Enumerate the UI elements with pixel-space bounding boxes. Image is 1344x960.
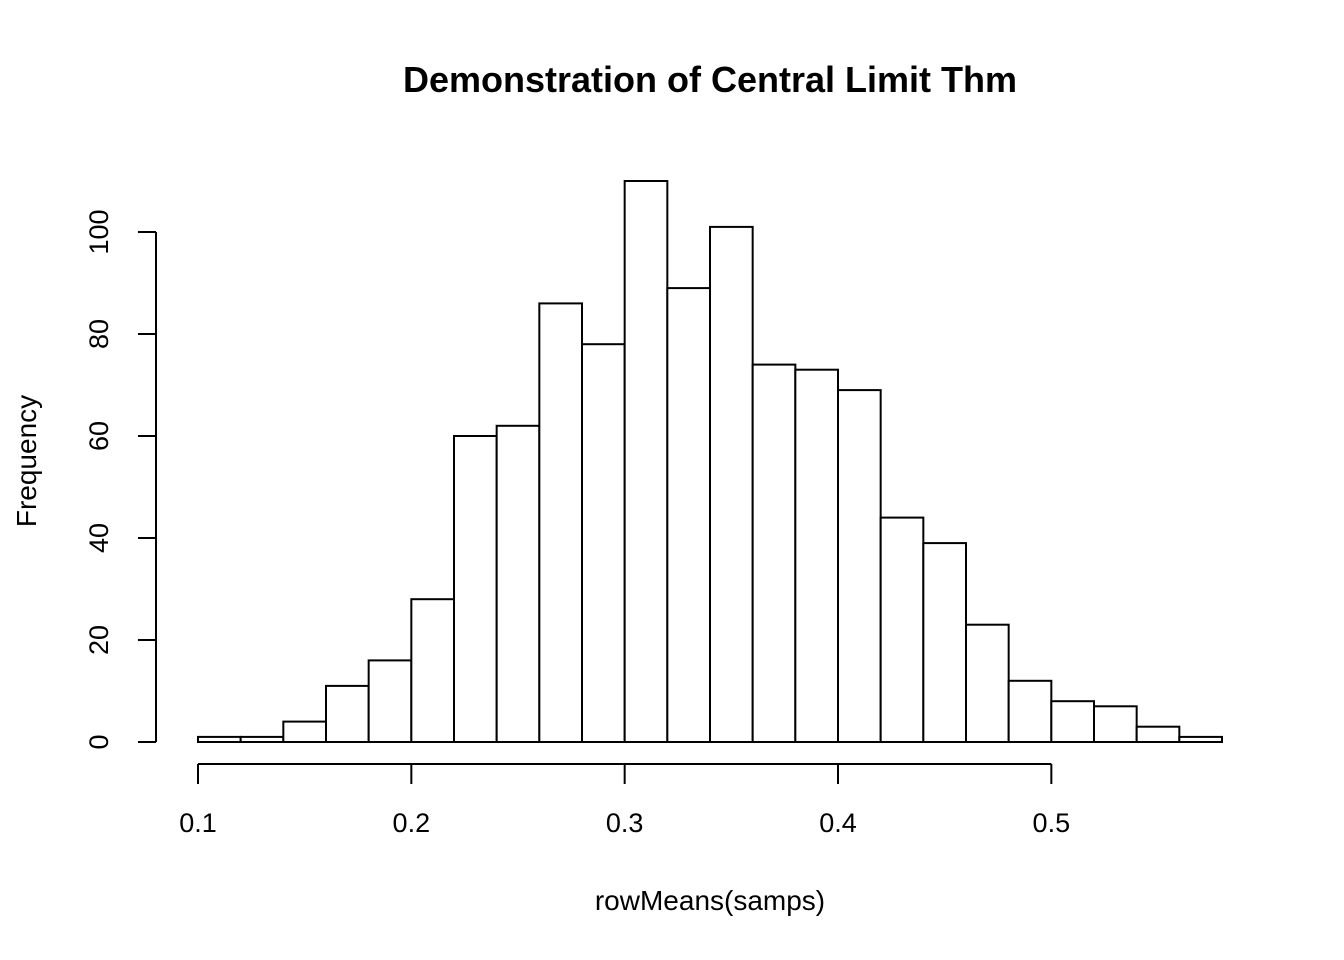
histogram-bar (367, 659, 413, 744)
histogram-bar (623, 180, 669, 743)
histogram-bar (1050, 700, 1096, 744)
x-tick-label: 0.4 (819, 808, 857, 838)
histogram-bar (751, 363, 797, 743)
histogram-bar (197, 735, 242, 744)
histogram-bar (709, 225, 754, 743)
x-tick-label: 0.1 (179, 808, 217, 838)
histogram-bar (922, 542, 967, 743)
x-axis-label: rowMeans(samps) (595, 885, 825, 916)
y-axis-label: Frequency (11, 395, 42, 527)
x-tick-label: 0.5 (1033, 808, 1071, 838)
chart-title: Demonstration of Central Limit Thm (403, 59, 1017, 100)
y-tick-label: 100 (84, 209, 114, 254)
histogram-bar (410, 598, 456, 744)
x-tick-label: 0.3 (606, 808, 644, 838)
histogram-bar (965, 623, 1010, 744)
histogram-bar (666, 287, 711, 743)
histogram-bar (581, 343, 626, 743)
histogram-bar (1135, 725, 1181, 744)
histogram-bar (495, 424, 541, 743)
histogram-bar (538, 302, 583, 743)
histogram-bar (837, 389, 882, 743)
histogram-bar (453, 435, 498, 743)
y-tick-label: 80 (84, 319, 114, 349)
histogram-bar (794, 368, 839, 743)
x-axis: 0.1 0.2 0.3 0.4 0.5 (179, 763, 1071, 838)
x-tick-label: 0.2 (393, 808, 431, 838)
y-tick-label: 60 (84, 421, 114, 451)
histogram-bar (325, 684, 370, 744)
histogram-bar (1007, 679, 1053, 743)
y-tick-label: 20 (84, 625, 114, 655)
bars-group (197, 180, 1224, 744)
histogram-bar (1178, 735, 1224, 744)
y-tick-label: 40 (84, 523, 114, 553)
histogram-bar (282, 720, 328, 743)
histogram-bar (239, 735, 285, 744)
histogram-bar (1093, 705, 1138, 743)
y-tick-label: 0 (84, 734, 114, 749)
y-axis: 0 20 40 60 80 100 (84, 209, 157, 750)
histogram-bar (879, 516, 925, 743)
